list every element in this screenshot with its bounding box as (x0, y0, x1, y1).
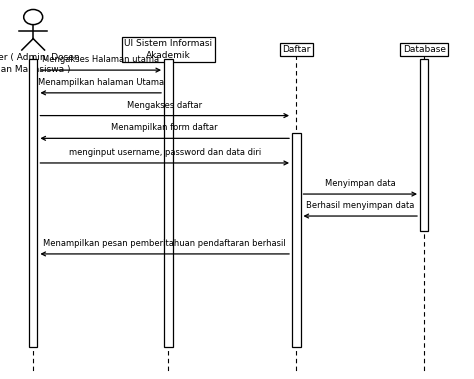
Text: menginput username, password dan data diri: menginput username, password dan data di… (69, 148, 261, 157)
Text: Database: Database (403, 45, 446, 54)
Bar (292, 133, 301, 347)
Text: Menampilkan form daftar: Menampilkan form daftar (111, 123, 218, 132)
Bar (29, 59, 37, 347)
Bar (420, 59, 428, 231)
Text: Berhasil menyimpan data: Berhasil menyimpan data (306, 201, 414, 210)
Text: Daftar: Daftar (282, 45, 310, 54)
Text: User ( Admin, Dosen
dan Mahasiswa ): User ( Admin, Dosen dan Mahasiswa ) (0, 53, 80, 74)
Text: Mengakses Halaman utama: Mengakses Halaman utama (42, 55, 159, 64)
Text: UI Sistem Informasi
Akademik: UI Sistem Informasi Akademik (124, 39, 212, 60)
Bar (164, 59, 173, 347)
Text: Menyimpan data: Menyimpan data (325, 179, 396, 188)
Text: Menampilkan halaman Utama: Menampilkan halaman Utama (37, 78, 164, 87)
Text: Mengakses daftar: Mengakses daftar (127, 100, 202, 110)
Text: Menampilkan pesan pemberitahuan pendaftaran berhasil: Menampilkan pesan pemberitahuan pendafta… (43, 239, 286, 248)
